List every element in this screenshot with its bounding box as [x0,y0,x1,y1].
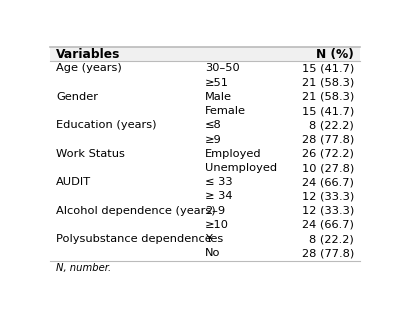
Text: ≥10: ≥10 [205,220,229,230]
Text: 26 (72.2): 26 (72.2) [302,149,354,159]
Text: 21 (58.3): 21 (58.3) [302,78,354,88]
Text: Work Status: Work Status [56,149,125,159]
Text: Female: Female [205,106,246,116]
Text: 15 (41.7): 15 (41.7) [302,63,354,73]
Text: ≥51: ≥51 [205,78,229,88]
Text: 21 (58.3): 21 (58.3) [302,92,354,102]
Text: Age (years): Age (years) [56,63,122,73]
Text: Employed: Employed [205,149,262,159]
Text: ≤8: ≤8 [205,120,222,130]
FancyBboxPatch shape [50,47,360,61]
Text: Education (years): Education (years) [56,120,157,130]
Text: Gender: Gender [56,92,98,102]
Text: Alcohol dependence (years): Alcohol dependence (years) [56,206,216,216]
Text: 30–50: 30–50 [205,63,240,73]
Text: N (%): N (%) [316,48,354,61]
Text: 28 (77.8): 28 (77.8) [302,135,354,144]
Text: ≤ 33: ≤ 33 [205,177,233,187]
Text: ≥9: ≥9 [205,135,222,144]
Text: Male: Male [205,92,232,102]
Text: ≥ 34: ≥ 34 [205,191,232,201]
Text: 24 (66.7): 24 (66.7) [302,177,354,187]
Text: 8 (22.2): 8 (22.2) [309,120,354,130]
Text: 10 (27.8): 10 (27.8) [302,163,354,173]
Text: 2–9: 2–9 [205,206,225,216]
Text: Variables: Variables [56,48,120,61]
Text: N, number.: N, number. [56,263,111,273]
Text: Unemployed: Unemployed [205,163,277,173]
Text: 24 (66.7): 24 (66.7) [302,220,354,230]
Text: 8 (22.2): 8 (22.2) [309,234,354,244]
Text: 15 (41.7): 15 (41.7) [302,106,354,116]
Text: Polysubstance dependence: Polysubstance dependence [56,234,212,244]
Text: 12 (33.3): 12 (33.3) [302,206,354,216]
Text: No: No [205,248,220,258]
Text: 12 (33.3): 12 (33.3) [302,191,354,201]
Text: Yes: Yes [205,234,223,244]
Text: AUDIT: AUDIT [56,177,91,187]
Text: 28 (77.8): 28 (77.8) [302,248,354,258]
